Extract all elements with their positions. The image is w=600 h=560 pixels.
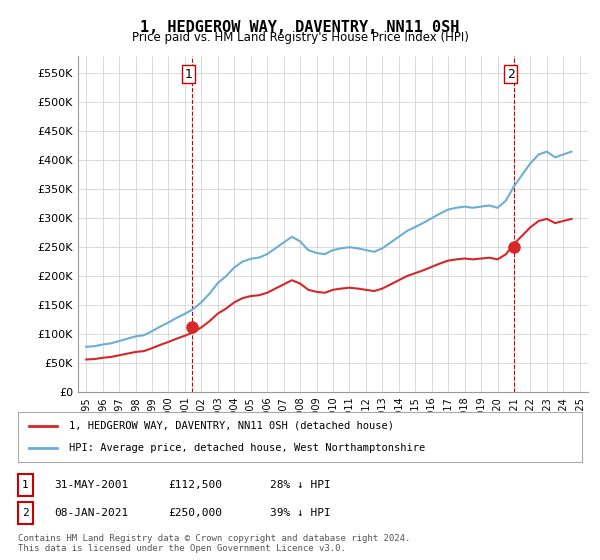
Text: £250,000: £250,000 (168, 508, 222, 518)
Text: 39% ↓ HPI: 39% ↓ HPI (270, 508, 331, 518)
Text: £112,500: £112,500 (168, 480, 222, 490)
Text: Contains HM Land Registry data © Crown copyright and database right 2024.
This d: Contains HM Land Registry data © Crown c… (18, 534, 410, 553)
Text: 1: 1 (22, 480, 29, 490)
Text: 08-JAN-2021: 08-JAN-2021 (54, 508, 128, 518)
Text: 1, HEDGEROW WAY, DAVENTRY, NN11 0SH: 1, HEDGEROW WAY, DAVENTRY, NN11 0SH (140, 20, 460, 35)
Text: 28% ↓ HPI: 28% ↓ HPI (270, 480, 331, 490)
Text: Price paid vs. HM Land Registry's House Price Index (HPI): Price paid vs. HM Land Registry's House … (131, 31, 469, 44)
Text: 1: 1 (184, 68, 192, 81)
Text: 31-MAY-2001: 31-MAY-2001 (54, 480, 128, 490)
Text: 2: 2 (507, 68, 515, 81)
Text: HPI: Average price, detached house, West Northamptonshire: HPI: Average price, detached house, West… (69, 443, 425, 453)
Text: 2: 2 (22, 508, 29, 518)
Text: 1, HEDGEROW WAY, DAVENTRY, NN11 0SH (detached house): 1, HEDGEROW WAY, DAVENTRY, NN11 0SH (det… (69, 421, 394, 431)
